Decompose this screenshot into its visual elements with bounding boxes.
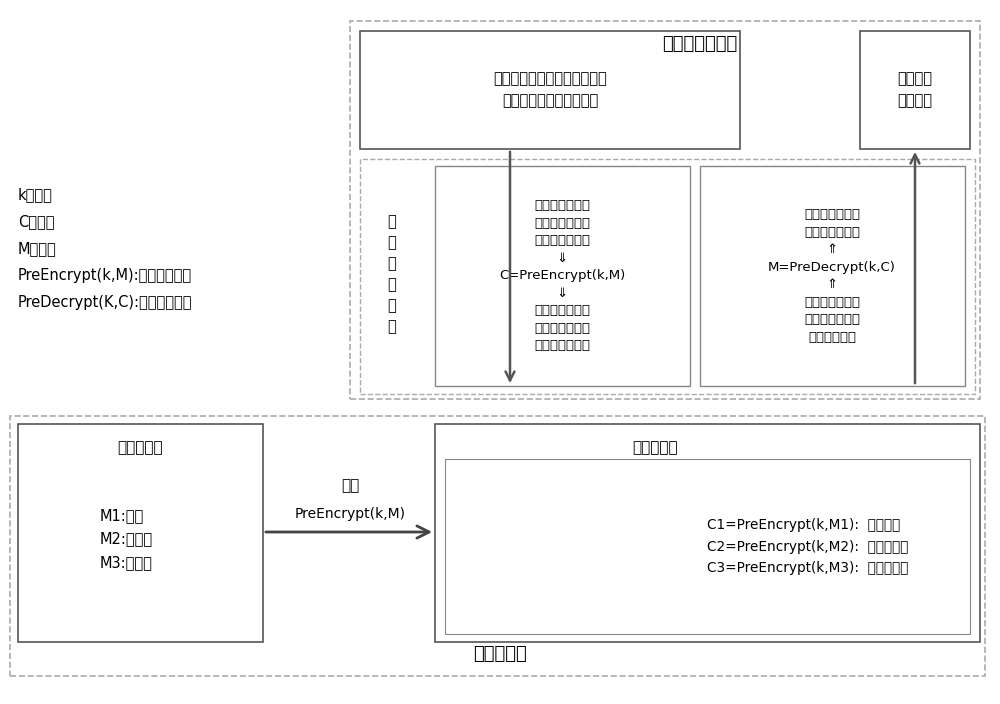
Text: 用户数据库操作: 用户数据库操作 bbox=[662, 35, 738, 53]
Text: 密文数据库: 密文数据库 bbox=[632, 441, 678, 455]
Text: 用户输入要增删改查的表明、
字段名或数据项明文数据: 用户输入要增删改查的表明、 字段名或数据项明文数据 bbox=[493, 71, 607, 108]
Text: k：密钥
C：密文
M：明文
PreEncrypt(k,M):保留格式加密
PreDecrypt(K,C):保留格式解密: k：密钥 C：密文 M：明文 PreEncrypt(k,M):保留格式加密 Pr… bbox=[18, 187, 192, 310]
FancyBboxPatch shape bbox=[350, 21, 980, 399]
FancyBboxPatch shape bbox=[445, 459, 970, 634]
Text: 利用保留格式加
密来将明文数据
转化为密文数据
⇓
C=PreEncrypt(k,M)
⇓
对加密后的数据
在密文数据库进
行增删改查操作: 利用保留格式加 密来将明文数据 转化为密文数据 ⇓ C=PreEncrypt(k… bbox=[499, 199, 625, 353]
Text: M1:表名
M2:字段名
M3:数据项: M1:表名 M2:字段名 M3:数据项 bbox=[100, 508, 153, 570]
FancyBboxPatch shape bbox=[700, 166, 965, 386]
Text: C1=PreEncrypt(k,M1):  表名密文
C2=PreEncrypt(k,M2):  字段名密文
C3=PreEncrypt(k,M3):  数据项: C1=PreEncrypt(k,M1): 表名密文 C2=PreEncrypt(… bbox=[707, 518, 908, 575]
FancyBboxPatch shape bbox=[360, 31, 740, 149]
Text: 加密: 加密 bbox=[341, 479, 359, 494]
Text: 明文显示
查询数据: 明文显示 查询数据 bbox=[898, 71, 932, 108]
Text: 用
户
透
明
操
作: 用 户 透 明 操 作 bbox=[388, 214, 396, 334]
FancyBboxPatch shape bbox=[435, 166, 690, 386]
FancyBboxPatch shape bbox=[18, 424, 263, 642]
Text: PreEncrypt(k,M): PreEncrypt(k,M) bbox=[294, 507, 406, 521]
FancyBboxPatch shape bbox=[10, 416, 985, 676]
FancyBboxPatch shape bbox=[435, 424, 980, 642]
FancyBboxPatch shape bbox=[360, 159, 975, 394]
Text: 明文数据库: 明文数据库 bbox=[117, 441, 163, 455]
Text: 将解密后的数据
反馈呈现给用户
⇑
M=PreDecrypt(k,C)
⇑
查询操作中得到
相应的密文数据
进行解密操作: 将解密后的数据 反馈呈现给用户 ⇑ M=PreDecrypt(k,C) ⇑ 查询… bbox=[768, 208, 896, 344]
FancyBboxPatch shape bbox=[860, 31, 970, 149]
Text: 数据库加密: 数据库加密 bbox=[473, 645, 527, 663]
